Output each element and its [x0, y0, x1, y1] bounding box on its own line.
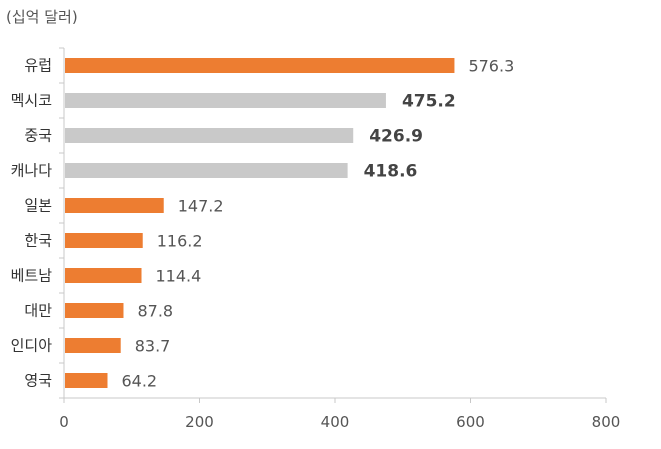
- x-tick-label: 200: [185, 413, 214, 431]
- data-label: 147.2: [178, 197, 224, 216]
- bar: [65, 163, 348, 178]
- category-label: 멕시코: [11, 92, 52, 110]
- category-label: 영국: [24, 372, 52, 390]
- data-label: 83.7: [135, 337, 171, 356]
- bar: [65, 93, 386, 108]
- category-label: 베트남: [11, 267, 53, 285]
- data-label: 116.2: [157, 232, 203, 251]
- x-tick-label: 400: [321, 413, 350, 431]
- bar: [65, 373, 108, 388]
- bar: [65, 128, 354, 143]
- category-label: 유럽: [24, 57, 52, 75]
- category-label: 인디아: [11, 337, 53, 355]
- data-label: 426.9: [369, 127, 423, 147]
- data-label: 64.2: [121, 372, 157, 391]
- bar: [65, 338, 121, 353]
- data-label: 475.2: [402, 92, 456, 112]
- x-tick-label: 600: [456, 413, 485, 431]
- bar: [65, 303, 124, 318]
- data-label: 418.6: [364, 162, 418, 182]
- category-label: 대만: [24, 302, 52, 320]
- bar: [65, 268, 142, 283]
- data-label: 87.8: [137, 302, 173, 321]
- bar: [65, 233, 143, 248]
- category-label: 일본: [24, 197, 52, 215]
- x-tick-label: 800: [592, 413, 621, 431]
- bar: [65, 198, 164, 213]
- x-tick-label: 0: [59, 413, 69, 431]
- category-label: 캐나다: [11, 162, 53, 180]
- data-label: 114.4: [156, 267, 202, 286]
- data-label: 576.3: [468, 57, 514, 76]
- bar: [65, 58, 455, 73]
- unit-label: (십억 달러): [6, 8, 78, 26]
- category-label: 한국: [24, 232, 52, 250]
- category-label: 중국: [24, 127, 52, 145]
